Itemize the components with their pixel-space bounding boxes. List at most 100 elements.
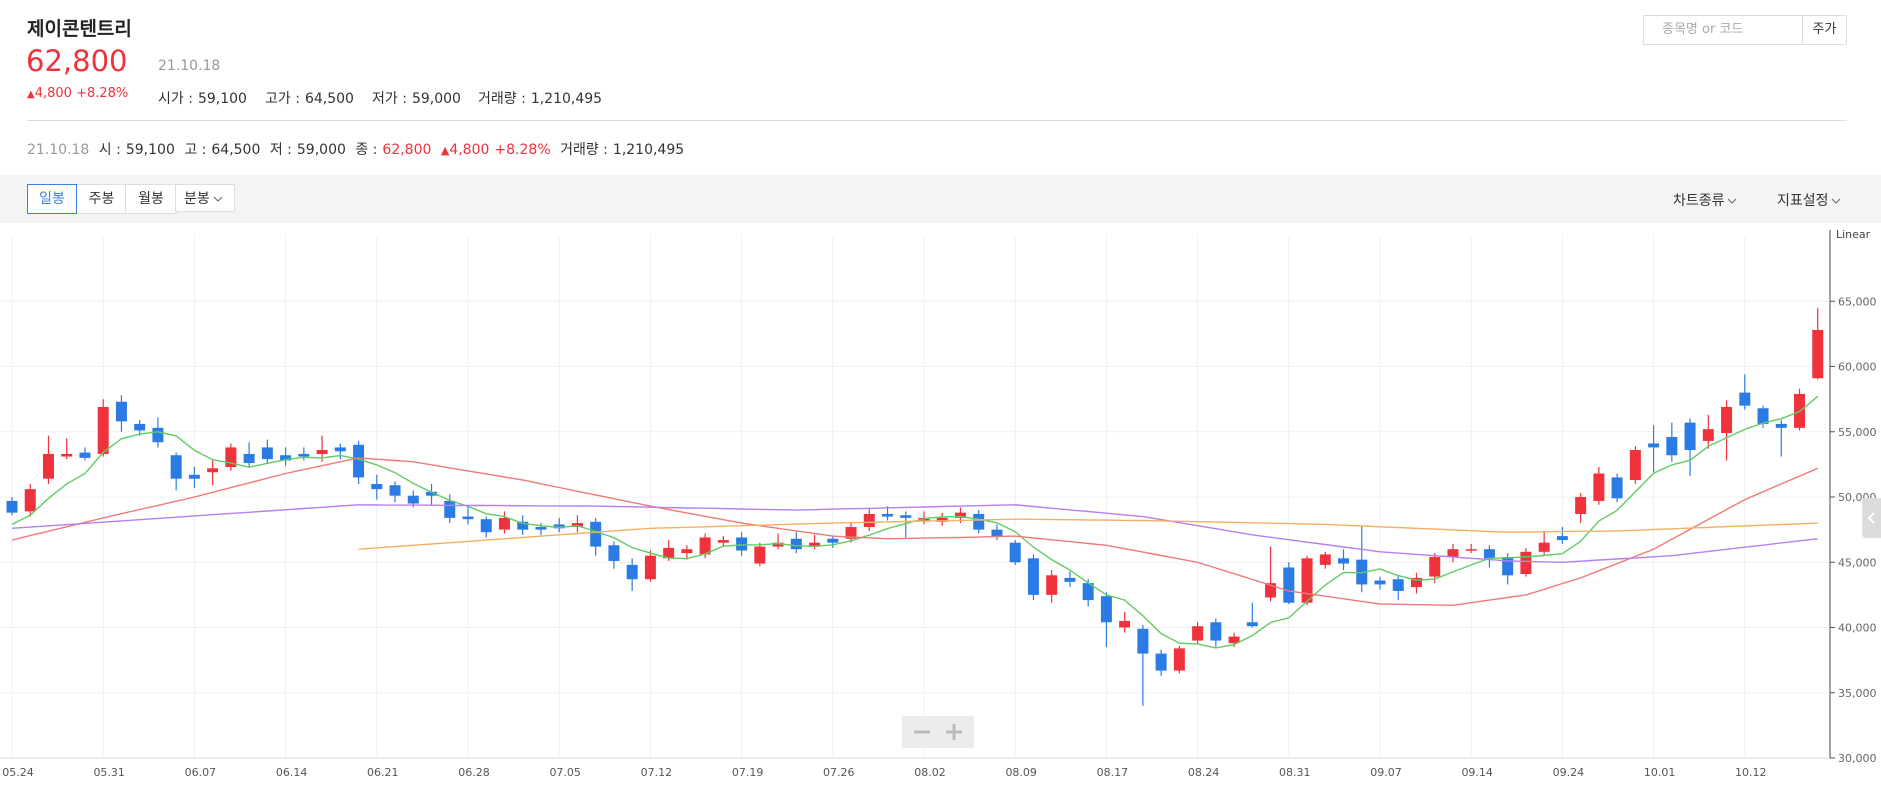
candle-body xyxy=(1520,551,1532,574)
stock-title: 제이콘텐트리 xyxy=(27,18,132,40)
period-dropdown[interactable]: 분봉 xyxy=(175,184,235,212)
x-tick-label: 06.14 xyxy=(276,766,308,779)
chevron xyxy=(1727,198,1736,204)
candle-body xyxy=(1483,549,1495,559)
candle-body xyxy=(371,483,383,490)
candle-body xyxy=(1246,622,1258,627)
candle-body xyxy=(973,513,985,530)
chevron xyxy=(1867,512,1875,524)
chevron xyxy=(1831,198,1840,204)
side-tab[interactable] xyxy=(1862,498,1881,538)
candle-body xyxy=(42,453,54,479)
x-tick-label: 10.12 xyxy=(1735,766,1767,779)
candle-body xyxy=(1192,626,1204,641)
candle-body xyxy=(1319,554,1331,565)
candle-body xyxy=(1283,567,1295,603)
candle-body xyxy=(1301,558,1313,603)
up-arrow: ▲ xyxy=(440,144,450,157)
y-tick-label: 45,000 xyxy=(1838,556,1877,569)
info-change-pct: +8.28% xyxy=(494,142,551,158)
price: 62,800 xyxy=(26,44,128,78)
candle-body xyxy=(1721,406,1733,434)
candle-body xyxy=(717,540,729,543)
period-button[interactable]: 일봉 xyxy=(27,184,77,214)
info-label: 시 : xyxy=(98,142,121,158)
candle-body xyxy=(426,491,438,496)
candle-body xyxy=(1100,596,1112,623)
candle-body xyxy=(1082,583,1094,601)
candle-body xyxy=(1812,329,1824,379)
candle-body xyxy=(1119,620,1131,628)
candle-body xyxy=(1210,622,1222,641)
info-label: 거래량 : xyxy=(560,142,608,158)
change-pct: +8.28% xyxy=(76,86,129,101)
change-value: 4,800 xyxy=(34,86,72,101)
candle-body xyxy=(1538,542,1550,552)
candle-body xyxy=(608,545,620,561)
candle-body xyxy=(1757,408,1769,424)
chart: 30,00035,00040,00045,00050,00055,00060,0… xyxy=(0,228,1877,779)
info-value: 64,500 xyxy=(211,142,261,158)
x-tick-label: 08.09 xyxy=(1005,766,1037,779)
candle-body xyxy=(626,564,638,580)
candle-body xyxy=(280,455,292,461)
candle-body xyxy=(772,542,784,547)
x-tick-label: 08.17 xyxy=(1097,766,1129,779)
period-button[interactable]: 주봉 xyxy=(76,184,127,214)
x-tick-label: 06.21 xyxy=(367,766,399,779)
candle-body xyxy=(590,521,602,547)
x-tick-label: 06.07 xyxy=(185,766,217,779)
search-button[interactable]: 주가 xyxy=(1802,15,1847,45)
info-label: 종 : xyxy=(355,142,378,158)
candle-body xyxy=(535,527,547,530)
candle-body xyxy=(954,512,966,518)
candle-body xyxy=(736,537,748,551)
candle-body xyxy=(1465,549,1477,551)
candle-body xyxy=(61,453,73,457)
candle-body xyxy=(334,447,346,452)
candle-body xyxy=(207,468,219,473)
stat: 고가 :64,500 xyxy=(265,88,354,108)
candle-body xyxy=(1392,579,1404,591)
candle-body xyxy=(498,517,510,530)
candle-body xyxy=(1629,450,1641,481)
x-tick-label: 07.05 xyxy=(549,766,581,779)
toolbar xyxy=(0,175,1881,223)
candle-body xyxy=(243,453,255,464)
candle-body xyxy=(1027,558,1039,595)
candle-body xyxy=(152,427,164,443)
dropdown-label: 지표설정 xyxy=(1777,193,1829,209)
stat-value: 59,100 xyxy=(197,91,247,107)
candle-body xyxy=(115,401,127,422)
candle-body xyxy=(298,453,310,457)
info-value: 62,800 xyxy=(382,142,432,158)
candle-body xyxy=(1502,557,1514,576)
candle-body xyxy=(188,474,200,479)
candle-body xyxy=(261,447,273,460)
stat-value: 1,210,495 xyxy=(530,91,603,107)
date: 21.10.18 xyxy=(158,58,221,74)
menu-dropdown[interactable]: 차트종류 xyxy=(1673,190,1737,210)
candle-body xyxy=(790,538,802,550)
x-tick-label: 07.19 xyxy=(732,766,764,779)
candle-body xyxy=(444,500,456,518)
info-label: 저 : xyxy=(269,142,292,158)
candle-body xyxy=(6,500,18,513)
search-input[interactable]: 종목명 or 코드 xyxy=(1643,15,1803,45)
candle-body xyxy=(1556,536,1568,541)
menu-dropdown[interactable]: 지표설정 xyxy=(1777,190,1841,210)
candle-body xyxy=(1775,423,1787,428)
candle-body xyxy=(353,444,365,478)
y-tick-label: 35,000 xyxy=(1838,687,1877,700)
period-button[interactable]: 월봉 xyxy=(125,184,177,214)
dropdown-label: 차트종류 xyxy=(1673,193,1725,209)
zoom-icons[interactable] xyxy=(902,716,974,748)
candle-body xyxy=(1046,575,1058,595)
x-tick-label: 09.14 xyxy=(1461,766,1493,779)
info-change: ▲4,800 xyxy=(441,142,490,158)
moving-average-line xyxy=(358,518,1818,550)
candle-body xyxy=(1429,557,1441,577)
candle-body xyxy=(1666,436,1678,456)
x-tick-label: 08.24 xyxy=(1188,766,1220,779)
